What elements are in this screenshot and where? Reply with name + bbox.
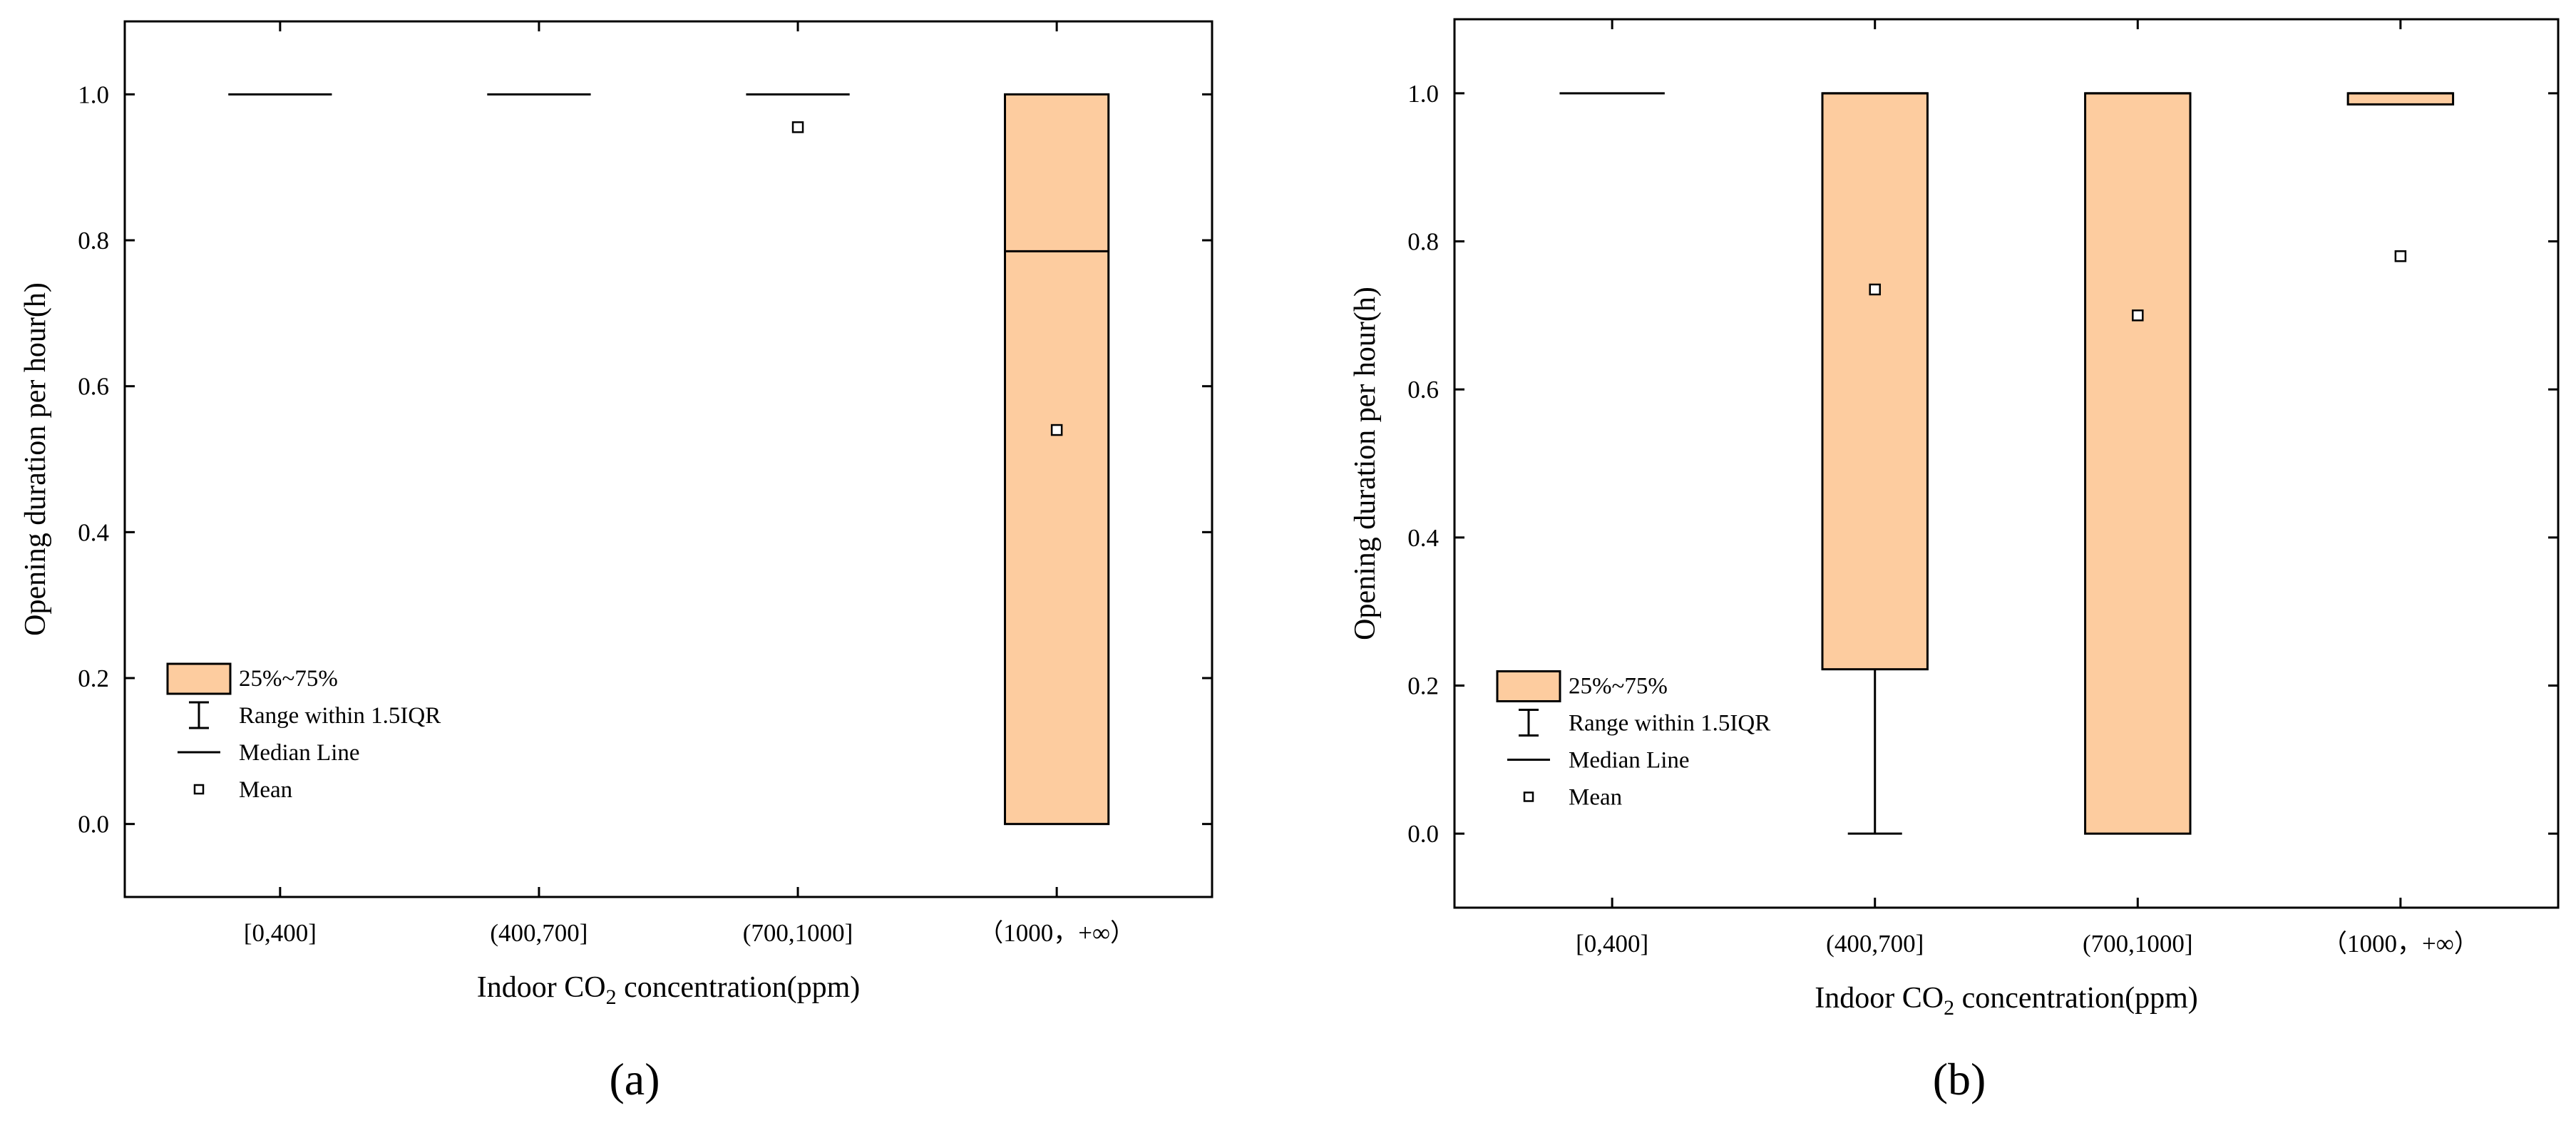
iqr-box [1004,93,1110,826]
x-axis: [0,400] (400,700] (700,1000] （1000，+∞） [1576,19,2479,958]
legend-label-median: Median Line [239,740,360,766]
iqr-box [2084,92,2192,835]
x-tick-label: (400,700] [1826,930,1924,958]
legend: 25%~75% Range within 1.5IQR Median Line Mea… [1496,670,1770,811]
y-tick-label: 0.8 [1407,228,1439,256]
y-axis: 0.0 0.2 0.4 0.6 0.8 1.0 [78,81,1212,839]
y-tick-label: 0.8 [78,227,109,255]
x-tick-label: （1000，+∞） [2322,930,2479,958]
mean-marker [2132,309,2144,322]
mean-marker [1050,424,1063,436]
mean-marker [791,121,804,133]
box-group [2346,92,2455,262]
legend-label-mean: Mean [239,777,292,803]
y-tick-label: 0.0 [1407,820,1439,848]
y-tick-label: 0.0 [78,811,109,839]
y-axis-label: Opening duration per hour(h) [1349,287,1382,640]
x-tick-label: (400,700] [490,919,587,947]
mean-marker [2394,250,2407,262]
y-tick-label: 0.6 [1407,376,1439,404]
panel-label: (b) [1933,1054,1986,1104]
y-tick-label: 1.0 [1407,80,1439,108]
legend: 25%~75% Range within 1.5IQR Median Line Mea… [166,662,441,803]
iqr-box [2346,92,2455,106]
legend-label-mean: Mean [1569,785,1622,811]
box-group [2084,92,2192,835]
y-axis: 0.0 0.2 0.4 0.6 0.8 1.0 [1407,80,2558,848]
box-group [746,93,850,133]
plot-frame [123,20,1213,898]
legend-label-whisker: Range within 1.5IQR [239,703,441,729]
legend-label-median: Median Line [1569,748,1690,774]
x-axis: [0,400] (400,700] (700,1000] （1000，+∞） [244,21,1135,947]
y-axis-label: Opening duration per hour(h) [19,282,52,636]
plot-frame [1453,18,2560,909]
box-series [1559,92,2455,835]
legend-label-box: 25%~75% [1569,674,1668,699]
x-axis-label: Indoor CO2 concentration(ppm) [1815,982,2198,1020]
panel-label: (a) [609,1054,660,1104]
legend-box-swatch [166,662,232,695]
y-tick-label: 0.4 [78,518,109,546]
y-tick-label: 0.4 [1407,524,1439,552]
legend-label-whisker: Range within 1.5IQR [1569,711,1770,737]
mean-marker [1869,283,1881,296]
iqr-box [1821,92,1929,671]
panel-b: 0.0 0.2 0.4 0.6 0.8 1.0 [0,400] (400,700] (700,1… [1349,18,2560,1104]
x-axis-label: Indoor CO2 concentration(ppm) [477,971,861,1009]
x-tick-label: [0,400] [244,919,317,947]
x-tick-label: （1000，+∞） [978,919,1135,947]
y-tick-label: 0.2 [78,665,109,692]
box-group [1821,92,1929,835]
y-tick-label: 1.0 [78,81,109,108]
box-group [1004,93,1110,826]
legend-mean-swatch [1523,791,1534,802]
x-tick-label: [0,400] [1576,930,1648,958]
box-series [228,93,1110,826]
legend-box-swatch [1496,670,1561,702]
x-tick-label: (700,1000] [2083,930,2193,958]
y-tick-label: 0.6 [78,373,109,401]
panel-a: 0.0 0.2 0.4 0.6 0.8 1.0 [0,400] (400,700] (700,1… [19,20,1213,1104]
legend-mean-swatch [193,784,205,795]
x-tick-label: (700,1000] [743,919,853,947]
y-tick-label: 0.2 [1407,672,1439,700]
legend-label-box: 25%~75% [239,666,338,692]
